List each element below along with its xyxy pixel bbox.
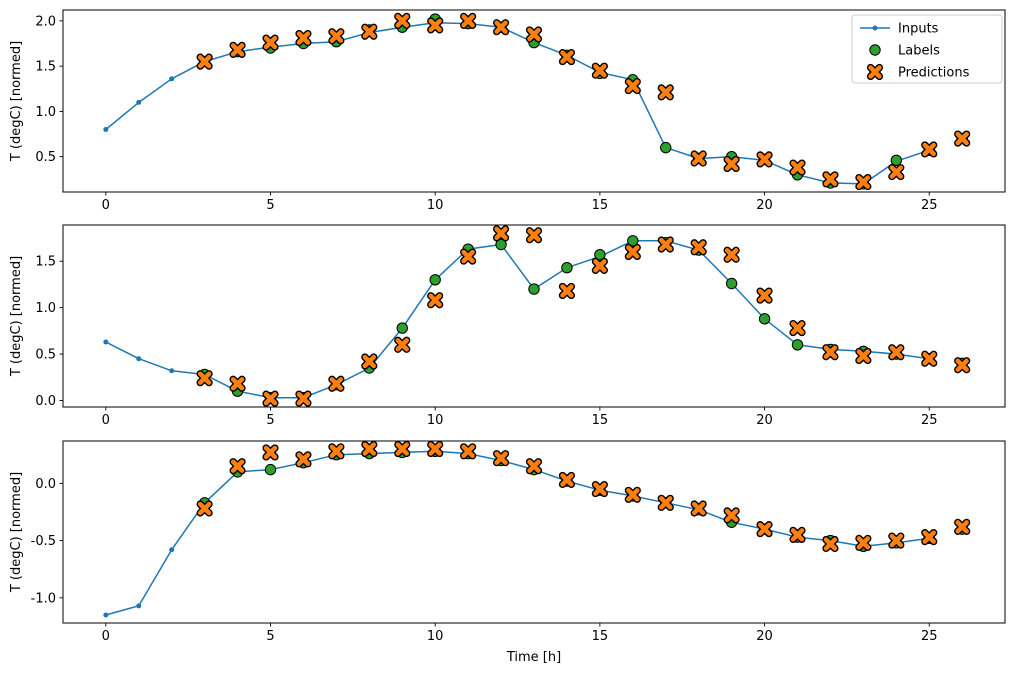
y-axis-label: T (degC) [normed] [9,472,24,593]
y-tick-label: 0.5 [35,348,56,363]
legend: Inputs Labels Predictions [851,14,1003,84]
legend-label: Predictions [898,66,970,81]
x-tick-label: 25 [921,413,938,428]
legend-item-labels: Labels [869,44,940,59]
y-axis-label: T (degC) [normed] [9,256,24,377]
y-tick-label: -0.5 [31,534,56,549]
legend-box [851,14,1003,84]
x-tick-label: 25 [921,629,938,644]
y-axis-label: T (degC) [normed] [9,41,24,162]
legend-item-inputs: Inputs [860,22,939,37]
x-tick-label: 10 [427,198,444,213]
x-tick-label: 5 [266,413,274,428]
y-tick-label: 2.0 [35,14,56,29]
axes-border [62,9,1006,193]
x-tick-label: 5 [266,629,274,644]
y-tick-label: 1.5 [35,255,56,270]
x-tick-label: 15 [592,413,609,428]
x-tick-label: 0 [102,413,110,428]
x-tick-label: 20 [756,413,773,428]
subplot-2: 0 5 10 15 20 25 0.0 0.5 1.0 1.5 T (degC) [normed] [9,224,1006,428]
series-predictions [196,225,971,407]
x-tick-label: 20 [756,629,773,644]
subplot-1: 0 5 10 15 20 25 0.5 1.0 1.5 2.0 T (degC) [normed] [9,9,1006,213]
y-tick-label: 1.0 [35,105,56,120]
legend-label: Inputs [898,22,939,37]
x-axis-label: Time [h] [506,650,561,665]
y-tick-label: 0.0 [35,477,56,492]
legend-label: Labels [898,44,940,59]
x-tick-label: 5 [266,198,274,213]
series-predictions [196,440,971,553]
y-tick-label: 1.0 [35,301,56,316]
labels-circle-icon [869,44,881,56]
y-tick-label: 0.5 [35,150,56,165]
x-tick-label: 0 [102,198,110,213]
subplot-3: 0 5 10 15 20 25 -1.0 -0.5 0.0 T (degC) [normed] Ti… [9,440,1006,665]
axes-border [62,440,1006,624]
legend-item-predictions: Predictions [866,63,970,81]
x-tick-label: 10 [427,629,444,644]
x-tick-label: 15 [592,629,609,644]
y-tick-label: -1.0 [31,591,56,606]
axes-border [62,224,1006,408]
series-predictions [196,12,971,191]
x-tick-label: 10 [427,413,444,428]
x-tick-label: 0 [102,629,110,644]
x-tick-label: 25 [921,198,938,213]
y-tick-label: 1.5 [35,60,56,75]
x-tick-label: 15 [592,198,609,213]
x-tick-label: 20 [756,198,773,213]
y-tick-label: 0.0 [35,394,56,409]
